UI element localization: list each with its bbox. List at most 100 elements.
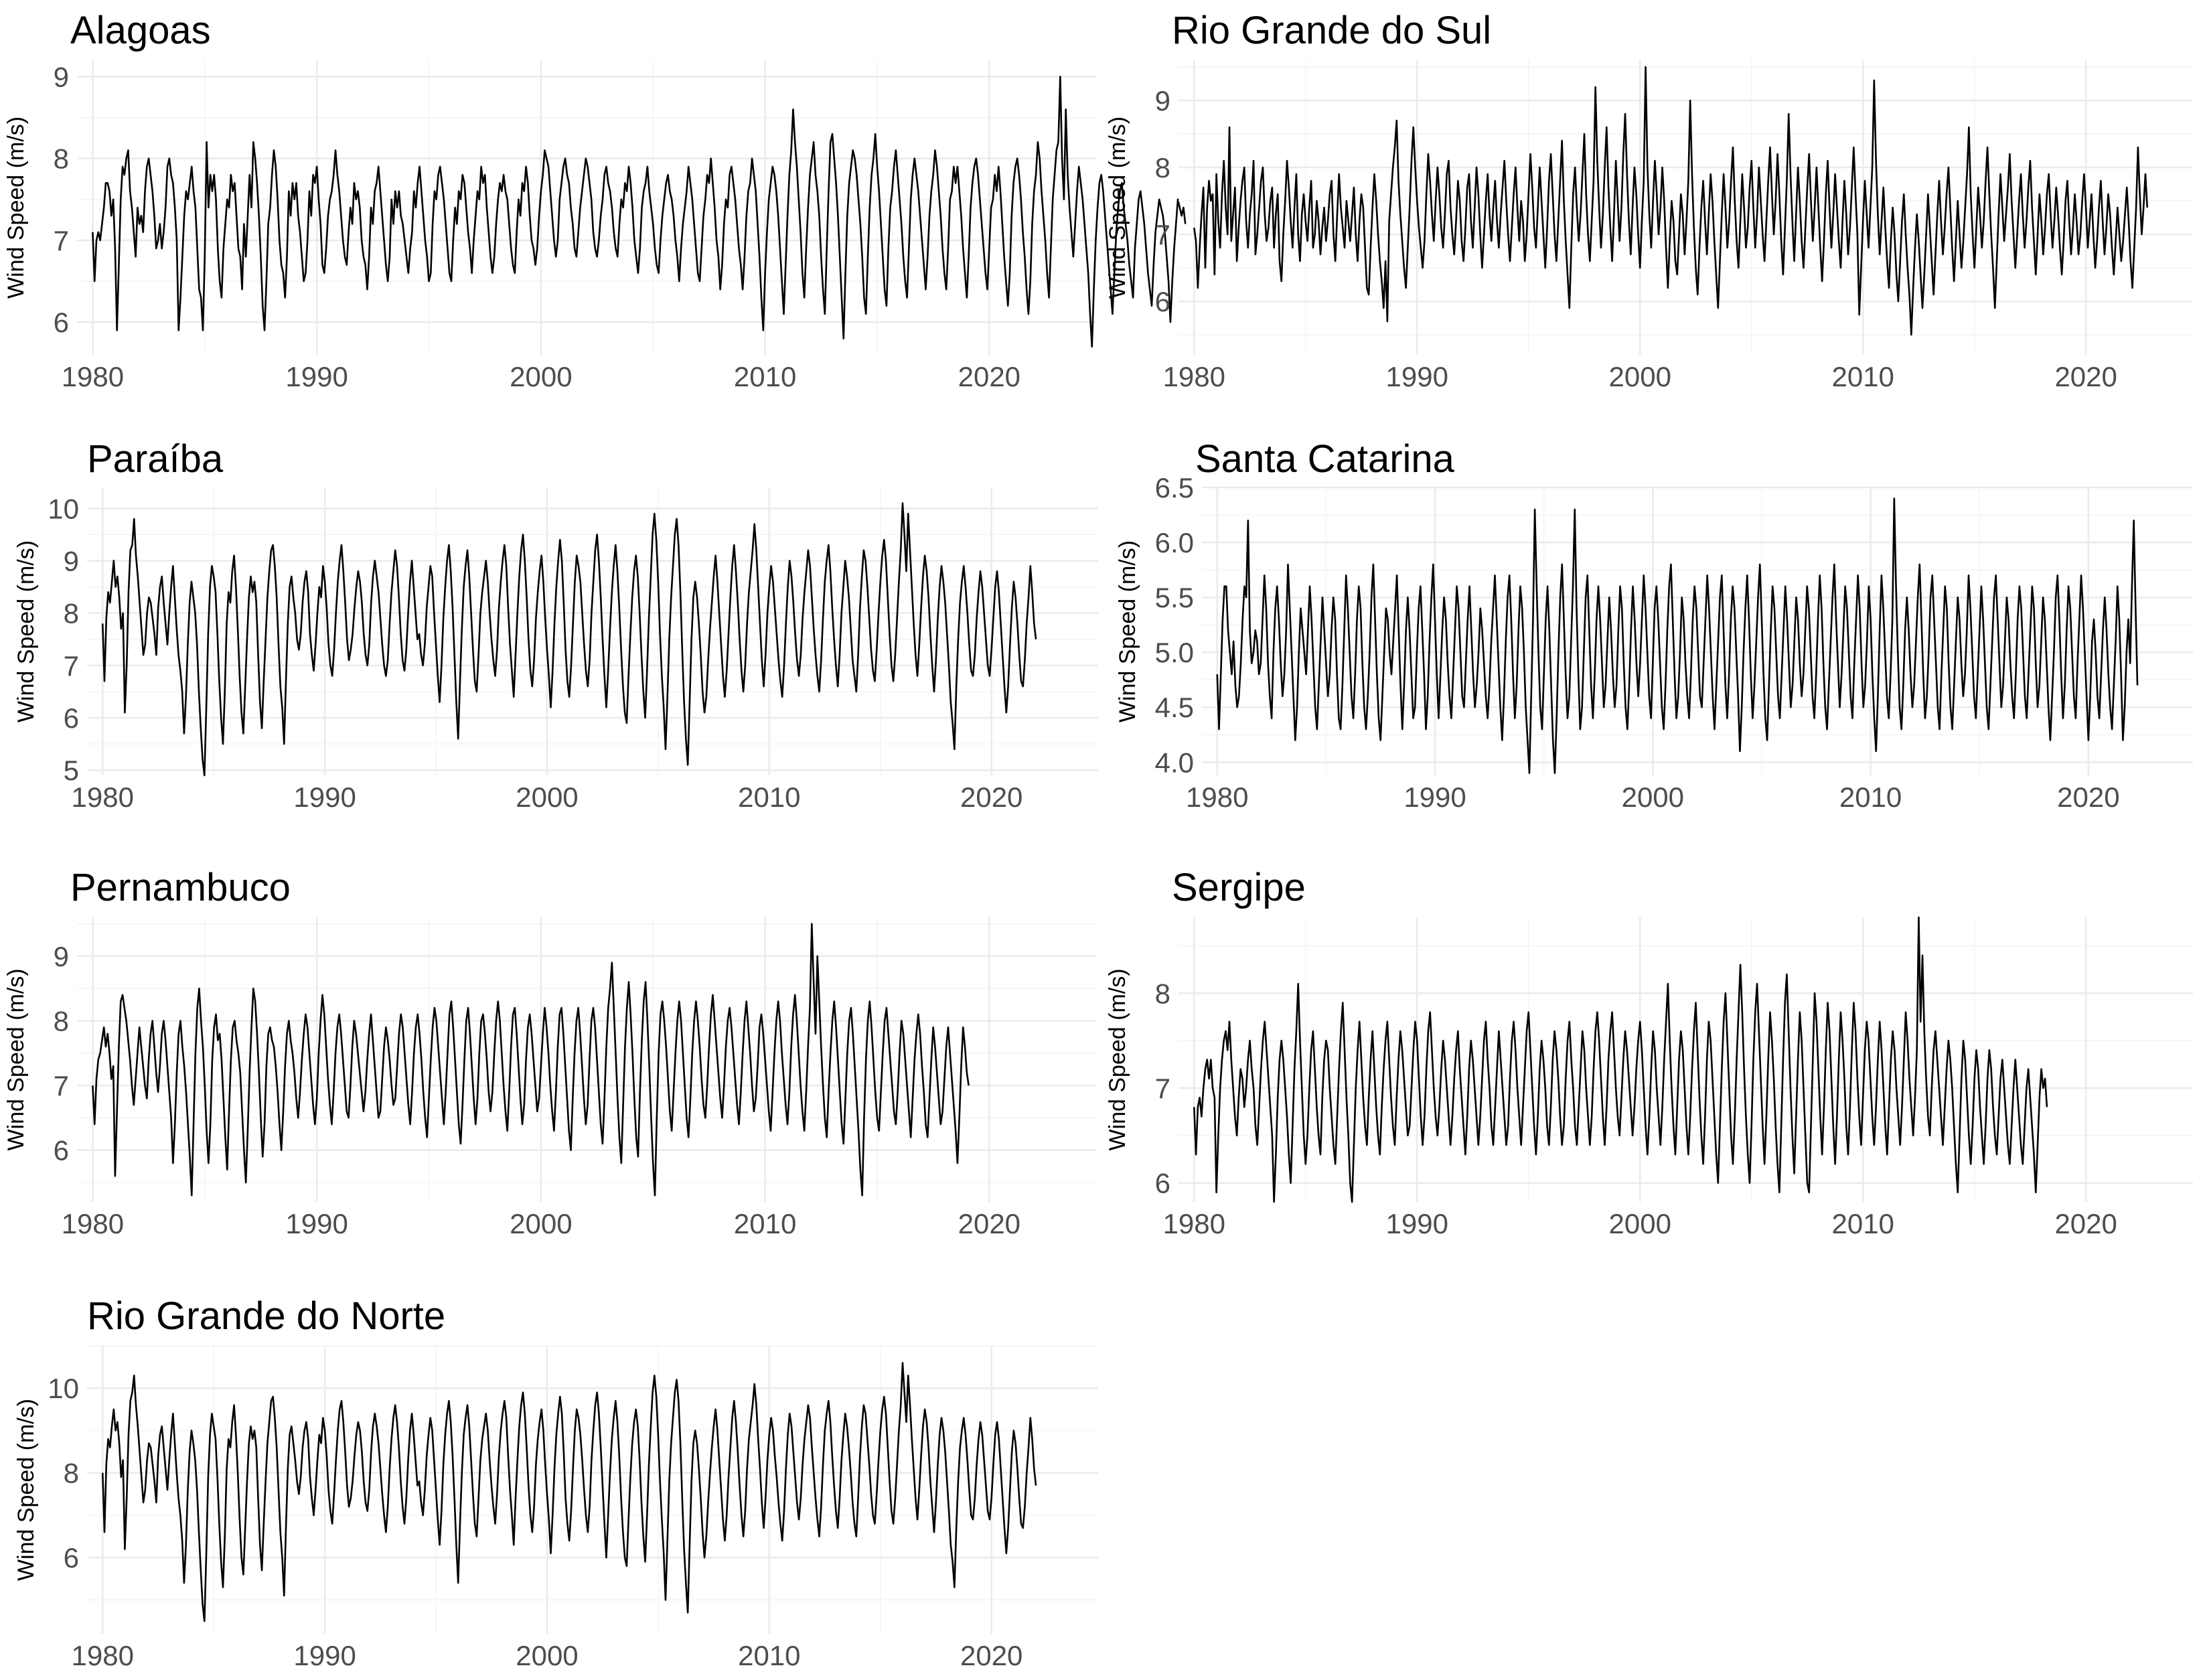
y-tick-label: 6 [64,1542,79,1574]
series-line [1193,66,2149,336]
x-tick-label: 2000 [516,781,578,813]
y-axis-title: Wind Speed (m/s) [3,968,29,1150]
x-tick-label: 1990 [285,1208,348,1239]
x-tick-label: 2010 [1839,781,1902,813]
x-tick-label: 1990 [293,781,356,813]
y-tick-label: 7 [64,650,79,682]
y-axis-title: Wind Speed (m/s) [13,1399,39,1581]
x-tick-label: 2010 [1831,361,1894,392]
y-tick-label: 6.0 [1155,527,1194,558]
y-axis-title: Wind Speed (m/s) [1115,540,1140,722]
y-tick-label: 9 [54,61,69,92]
x-tick-label: 2000 [516,1640,578,1671]
x-tick-label: 2020 [958,1208,1020,1239]
panel-7: 1980 1990 2000 2010 2020 6 8 10 Wind Speed (m/s)… [13,1294,1098,1671]
minor-gridlines [1179,917,2193,1202]
x-tick-label: 1980 [62,1208,124,1239]
y-tick-label: 6 [64,702,79,734]
y-tick-label: 7 [54,1070,69,1101]
y-tick-label: 8 [1155,152,1170,183]
x-tick-label: 2020 [2054,361,2117,392]
x-tick-label: 2020 [2057,781,2119,813]
y-tick-label: 9 [54,941,69,972]
x-tick-label: 2000 [1609,361,1671,392]
x-tick-label: 2020 [960,781,1022,813]
panel-5: 1980 1990 2000 2010 2020 6 7 8 9 Wind Speed (m/s)… [3,866,1097,1239]
panel-2: 1980 1990 2000 2010 2020 6 7 8 9 Wind Speed (m/s)… [1105,9,2193,392]
x-tick-label: 2010 [738,1640,800,1671]
x-tick-label: 2010 [734,1208,796,1239]
x-tick-label: 2020 [2054,1208,2117,1239]
y-tick-label: 5.5 [1155,582,1194,613]
series-line [1193,916,2048,1203]
x-tick-label: 1990 [1386,361,1448,392]
x-tick-label: 1990 [293,1640,356,1671]
y-tick-label: 6.5 [1155,472,1194,504]
series-line [101,1361,1037,1622]
minor-gridlines [87,487,1098,775]
y-tick-label: 8 [1155,978,1170,1009]
x-tick-label: 2000 [510,361,572,392]
x-tick-label: 2000 [1622,781,1684,813]
x-tick-label: 2020 [958,361,1020,392]
minor-gridlines [77,917,1097,1202]
y-tick-label: 10 [48,493,79,524]
minor-gridlines [77,60,1097,355]
y-tick-label: 6 [54,1135,69,1166]
x-tick-label: 2010 [1831,1208,1894,1239]
minor-gridlines [87,1345,1098,1634]
panel-title: Santa Catarina [1195,437,1455,481]
y-tick-label: 7 [1155,1073,1170,1104]
x-tick-label: 1990 [1403,781,1466,813]
x-tick-label: 1980 [72,781,134,813]
y-axis-title: Wind Speed (m/s) [13,540,39,722]
panel-title: Rio Grande do Sul [1172,9,1491,52]
x-tick-label: 2010 [734,361,796,392]
x-tick-label: 2000 [510,1208,572,1239]
x-tick-label: 1980 [1163,361,1225,392]
y-axis-title: Wind Speed (m/s) [1105,117,1130,299]
series-line [1216,498,2139,775]
major-gridlines [77,60,1097,355]
y-tick-label: 9 [1155,85,1170,117]
panel-4: 1980 1990 2000 2010 2020 4.0 4.5 5.0 5.5 6.0 6.5 Wi… [1115,437,2193,813]
y-axis-title: Wind Speed (m/s) [1105,968,1130,1150]
panel-title: Alagoas [70,9,211,52]
series-line [101,502,1037,777]
y-tick-label: 4.5 [1155,692,1194,723]
y-tick-label: 6 [1155,286,1170,317]
y-tick-label: 7 [1155,219,1170,250]
x-tick-label: 1990 [1386,1208,1448,1239]
x-tick-label: 1990 [285,361,348,392]
x-tick-label: 1980 [72,1640,134,1671]
panel-title: Rio Grande do Norte [87,1294,445,1338]
x-tick-label: 1980 [62,361,124,392]
y-tick-label: 8 [54,1006,69,1037]
major-gridlines [1179,917,2193,1202]
y-tick-label: 5.0 [1155,637,1194,668]
y-tick-label: 4.0 [1155,747,1194,778]
x-tick-label: 2020 [960,1640,1022,1671]
y-tick-label: 6 [54,307,69,338]
series-line [92,76,1187,348]
x-tick-label: 2000 [1609,1208,1671,1239]
y-tick-label: 8 [64,598,79,629]
panel-title: Pernambuco [70,866,291,909]
y-tick-label: 8 [64,1458,79,1489]
panel-1: 1980 1990 2000 2010 2020 6 7 8 9 Wind Speed (m/s)… [3,9,1187,392]
y-tick-label: 9 [64,545,79,577]
y-axis-title: Wind Speed (m/s) [3,117,29,299]
y-tick-label: 5 [64,755,79,786]
y-tick-label: 6 [1155,1168,1170,1199]
x-tick-label: 1980 [1186,781,1248,813]
panel-title: Sergipe [1172,866,1306,909]
x-tick-label: 2010 [738,781,800,813]
series-line [92,923,970,1197]
x-tick-label: 1980 [1163,1208,1225,1239]
major-gridlines [77,917,1097,1202]
y-tick-label: 8 [54,143,69,175]
y-tick-label: 10 [48,1373,79,1404]
panel-6: 1980 1990 2000 2010 2020 6 7 8 Wind Speed (m/s) S… [1105,866,2193,1239]
panel-title: Paraíba [87,437,224,481]
